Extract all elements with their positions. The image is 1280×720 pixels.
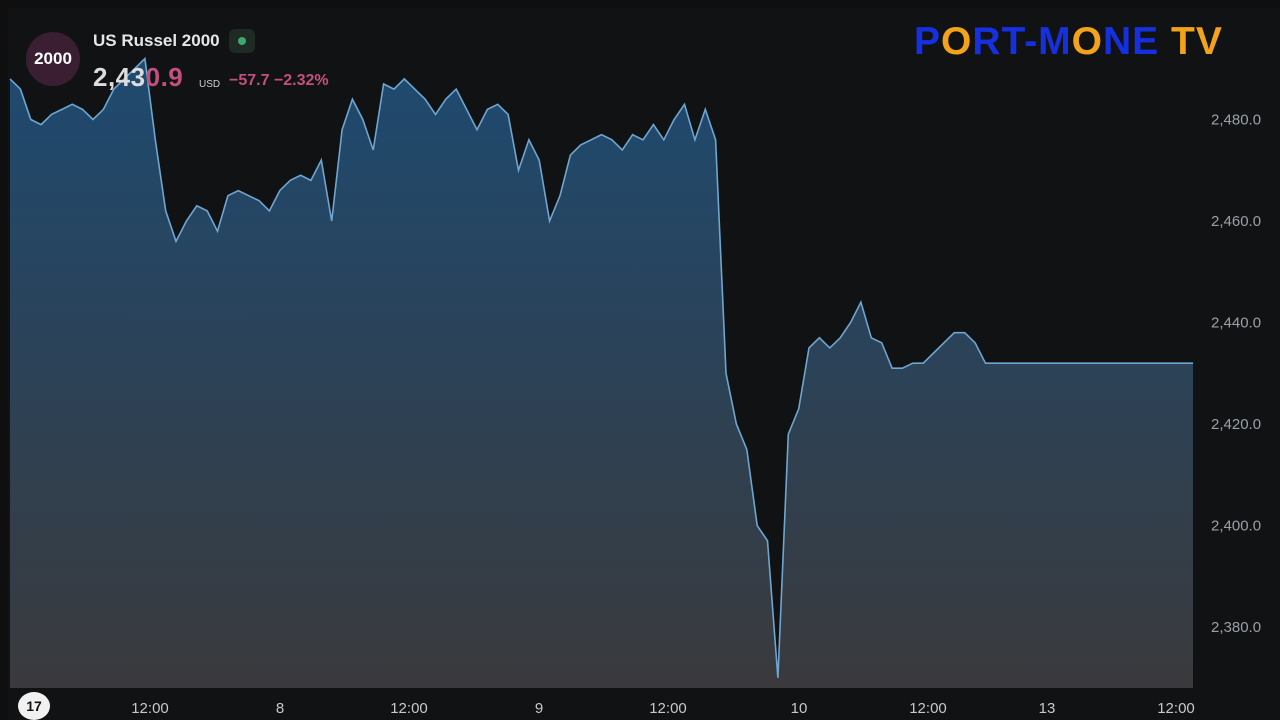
y-tick-label: 2,440.0 [1211, 315, 1261, 332]
last-price: 2,430.9 [93, 62, 183, 93]
x-tick-label: 8 [276, 700, 284, 717]
price-tail: 0.9 [145, 62, 184, 92]
x-tick-label: 12:00 [390, 700, 428, 717]
x-tick-label: 12:00 [649, 700, 687, 717]
currency-label: USD [199, 79, 221, 90]
x-tick-label: 13 [1039, 700, 1056, 717]
x-tick-label: 12:00 [909, 700, 947, 717]
y-tick-label: 2,400.0 [1211, 518, 1261, 535]
x-tick-label: 12:00 [131, 700, 169, 717]
y-tick-label: 2,380.0 [1211, 619, 1261, 636]
x-tick-label: 10 [791, 700, 808, 717]
tradingview-logo-icon[interactable]: 17 [18, 692, 50, 720]
index-badge: 2000 [26, 32, 80, 86]
y-tick-label: 2,480.0 [1211, 112, 1261, 129]
y-tick-label: 2,460.0 [1211, 213, 1261, 230]
chart-frame: 2,480.0 2,460.0 2,440.0 2,420.0 2,400.0 2,380… [8, 8, 1280, 720]
brand-logo: PORT-MONE TV [914, 20, 1223, 63]
symbol-title[interactable]: US Russel 2000 [93, 31, 220, 50]
change-percent: −2.32% [273, 72, 329, 89]
market-status-icon [229, 29, 255, 53]
price-line [9, 56, 1193, 678]
x-tick-label: 12:00 [1157, 700, 1195, 717]
change-value: −57.7 [229, 72, 270, 89]
area-fill [10, 58, 1193, 689]
price-change: −57.7 −2.32% [229, 72, 329, 90]
x-tick-label: 9 [535, 700, 543, 717]
price-main: 2,43 [93, 62, 146, 92]
y-tick-label: 2,420.0 [1211, 416, 1261, 433]
price-chart[interactable]: 2,480.0 2,460.0 2,440.0 2,420.0 2,400.0 2,380… [8, 8, 1280, 720]
